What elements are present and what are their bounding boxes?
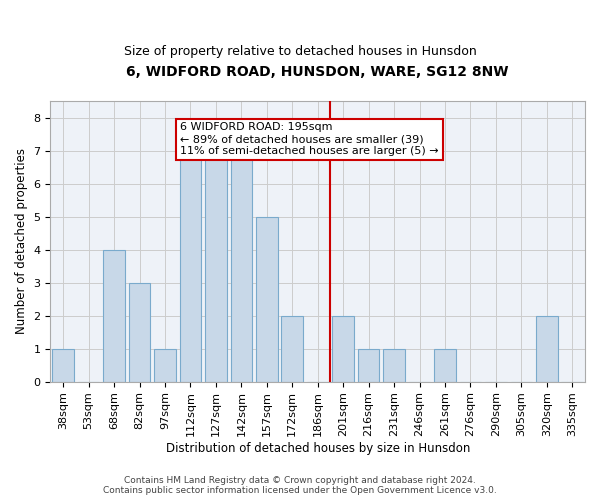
Bar bbox=[179, 150, 201, 382]
Bar bbox=[230, 150, 252, 382]
Bar bbox=[103, 250, 125, 382]
Bar bbox=[383, 348, 405, 382]
Bar bbox=[52, 348, 74, 382]
X-axis label: Distribution of detached houses by size in Hunsdon: Distribution of detached houses by size … bbox=[166, 442, 470, 455]
Bar bbox=[256, 216, 278, 382]
Bar bbox=[332, 316, 354, 382]
Text: Contains HM Land Registry data © Crown copyright and database right 2024.
Contai: Contains HM Land Registry data © Crown c… bbox=[103, 476, 497, 495]
Bar bbox=[281, 316, 303, 382]
Bar bbox=[358, 348, 379, 382]
Title: 6, WIDFORD ROAD, HUNSDON, WARE, SG12 8NW: 6, WIDFORD ROAD, HUNSDON, WARE, SG12 8NW bbox=[127, 65, 509, 79]
Bar bbox=[154, 348, 176, 382]
Bar bbox=[434, 348, 456, 382]
Bar bbox=[128, 282, 151, 382]
Text: 6 WIDFORD ROAD: 195sqm
← 89% of detached houses are smaller (39)
11% of semi-det: 6 WIDFORD ROAD: 195sqm ← 89% of detached… bbox=[180, 122, 439, 156]
Text: Size of property relative to detached houses in Hunsdon: Size of property relative to detached ho… bbox=[124, 45, 476, 58]
Bar bbox=[205, 150, 227, 382]
Y-axis label: Number of detached properties: Number of detached properties bbox=[15, 148, 28, 334]
Bar bbox=[536, 316, 557, 382]
